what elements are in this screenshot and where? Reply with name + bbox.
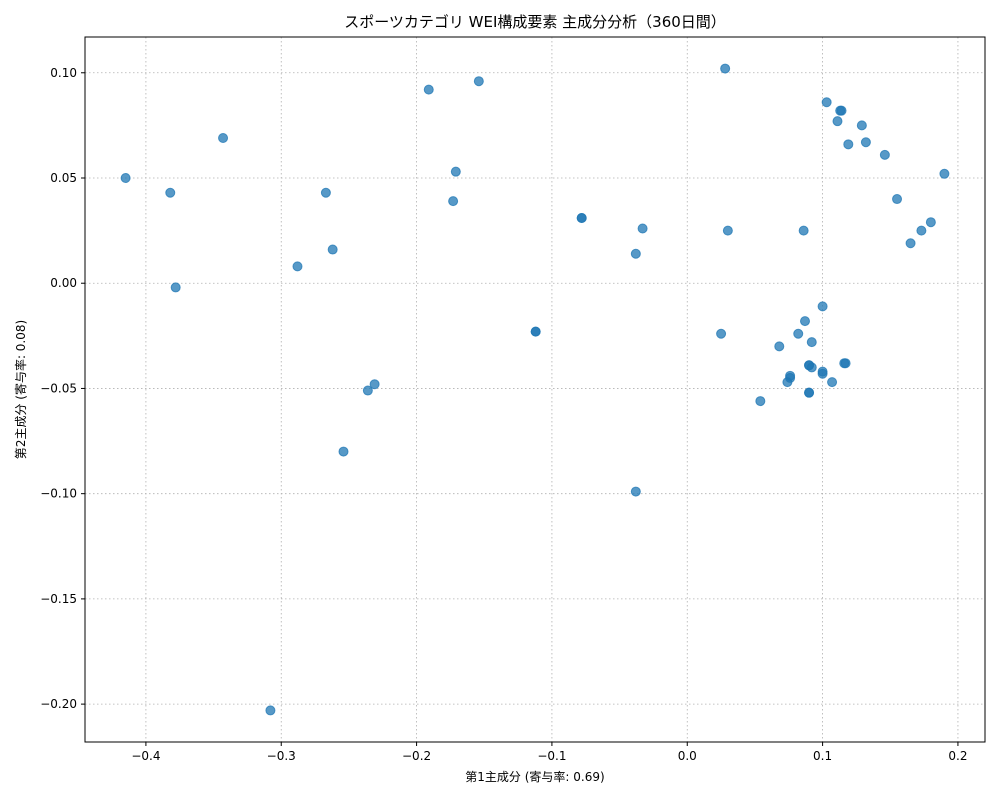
scatter-point — [320, 187, 331, 198]
scatter-point — [860, 137, 871, 148]
scatter-point — [817, 366, 828, 377]
scatter-point — [218, 133, 229, 144]
x-tick-label: −0.4 — [131, 749, 160, 763]
scatter-point — [170, 282, 181, 293]
scatter-point — [836, 105, 847, 116]
scatter-point — [448, 196, 459, 207]
y-tick-label: 0.00 — [50, 276, 77, 290]
scatter-point — [630, 248, 641, 259]
scatter-point — [843, 139, 854, 150]
scatter-point — [925, 217, 936, 228]
scatter-point — [637, 223, 648, 234]
scatter-point — [832, 116, 843, 127]
x-tick-label: 0.1 — [813, 749, 832, 763]
scatter-point — [722, 225, 733, 236]
y-tick-label: −0.10 — [40, 487, 77, 501]
scatter-point — [939, 168, 950, 179]
scatter-point — [892, 194, 903, 205]
y-tick-label: 0.05 — [50, 171, 77, 185]
scatter-point — [800, 316, 810, 327]
scatter-point — [879, 149, 890, 160]
scatter-point — [630, 486, 641, 497]
scatter-point — [755, 396, 766, 407]
y-tick-label: 0.10 — [50, 66, 77, 80]
scatter-point — [362, 385, 373, 396]
scatter-point — [450, 166, 461, 177]
scatter-point — [165, 187, 176, 198]
scatter-point — [473, 76, 484, 87]
scatter-point — [423, 84, 434, 95]
scatter-point — [774, 341, 785, 352]
scatter-point — [827, 377, 838, 388]
x-tick-label: 0.0 — [678, 749, 697, 763]
x-tick-label: 0.2 — [948, 749, 967, 763]
x-axis-label: 第1主成分 (寄与率: 0.69) — [465, 769, 604, 784]
scatter-point — [120, 173, 131, 183]
scatter-point — [265, 705, 276, 716]
x-tick-label: −0.3 — [267, 749, 296, 763]
scatter-point — [369, 379, 380, 390]
scatter-point — [793, 328, 804, 339]
scatter-point — [785, 370, 796, 381]
scatter-point — [806, 362, 817, 373]
scatter-point — [576, 212, 587, 223]
scatter-point — [905, 238, 916, 249]
x-tick-label: −0.1 — [537, 749, 566, 763]
scatter-point — [804, 387, 815, 398]
y-axis-label: 第2主成分 (寄与率: 0.08) — [13, 320, 28, 459]
scatter-point — [530, 326, 541, 337]
y-tick-label: −0.05 — [40, 381, 77, 395]
scatter-point — [840, 358, 851, 369]
scatter-point — [338, 446, 349, 457]
scatter-point — [916, 225, 927, 236]
scatter-point — [817, 301, 828, 312]
chart-title: スポーツカテゴリ WEI構成要素 主成分分析（360日間） — [344, 13, 726, 31]
scatter-point — [716, 328, 727, 339]
scatter-point — [821, 97, 832, 108]
scatter-point — [806, 337, 817, 348]
grid-layer — [85, 37, 985, 742]
x-tick-label: −0.2 — [402, 749, 431, 763]
scatter-point — [856, 120, 867, 131]
y-tick-label: −0.20 — [40, 697, 77, 711]
plot-frame — [84, 36, 986, 743]
scatter-point — [327, 244, 338, 255]
scatter-point — [292, 261, 303, 272]
axis-ticks: −0.4 −0.3 −0.2 −0.1 0.0 0.1 0.2 0.10 0.05 0.00 −0.… — [40, 66, 967, 763]
y-tick-label: −0.15 — [40, 592, 77, 606]
data-points — [120, 63, 950, 716]
scatter-point — [720, 63, 731, 74]
scatter-point — [798, 225, 809, 236]
